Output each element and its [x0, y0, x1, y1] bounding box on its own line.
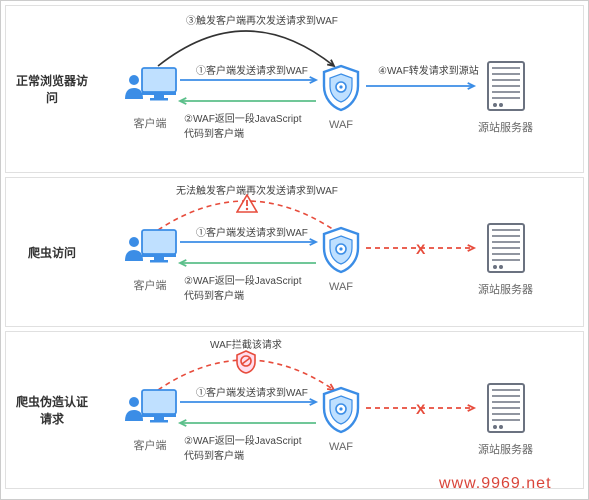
- section-normal: 正常浏览器访问 客户端 WAF 源站服务器 ③触发客户端再次发送请求到WAF ①客户…: [5, 5, 584, 173]
- node-label-client: 客户端: [122, 277, 178, 293]
- diagram-container: 正常浏览器访问 客户端 WAF 源站服务器 ③触发客户端再次发送请求到WAF ①客户…: [0, 0, 589, 500]
- waf-shield-icon: [320, 386, 362, 434]
- client-icon: [122, 66, 178, 108]
- blocked-x: X: [416, 241, 425, 257]
- blocked-x: X: [416, 401, 425, 417]
- flow-label: ③触发客户端再次发送请求到WAF: [186, 12, 338, 27]
- node-label-client: 客户端: [122, 437, 178, 453]
- node-client: 客户端: [122, 66, 178, 131]
- node-server: 源站服务器: [478, 60, 533, 135]
- node-label-waf: WAF: [320, 441, 362, 453]
- watermark-text: www.9969.net: [439, 475, 552, 493]
- section-body: 客户端 WAF 源站服务器 ③触发客户端再次发送请求到WAF ①客户端发送请求到WA…: [98, 6, 583, 172]
- section-title: 正常浏览器访问: [6, 6, 98, 172]
- flow-label: ①客户端发送请求到WAF: [196, 384, 308, 399]
- node-label-server: 源站服务器: [478, 441, 533, 457]
- warning-icon: [236, 194, 258, 214]
- flow-label: WAF拦截该请求: [210, 336, 282, 351]
- flow-label: ②WAF返回一段JavaScript 代码到客户端: [184, 432, 302, 462]
- waf-shield-icon: [320, 226, 362, 274]
- node-label-server: 源站服务器: [478, 119, 533, 135]
- section-title: 爬虫伪造认证请求: [6, 332, 98, 488]
- client-icon: [122, 388, 178, 430]
- flow-label: ②WAF返回一段JavaScript 代码到客户端: [184, 272, 302, 302]
- stop-marker: [234, 350, 258, 379]
- flow-label: ②WAF返回一段JavaScript 代码到客户端: [184, 110, 302, 140]
- client-icon: [122, 228, 178, 270]
- stop-shield-icon: [234, 350, 258, 374]
- node-label-waf: WAF: [320, 281, 362, 293]
- section-body: 客户端 WAF 源站服务器无法触发客户端再次发送请求到WAF①客户端发送请求到W…: [98, 178, 583, 326]
- node-label-client: 客户端: [122, 115, 178, 131]
- node-label-server: 源站服务器: [478, 281, 533, 297]
- node-waf: WAF: [320, 386, 362, 453]
- flow-label: ①客户端发送请求到WAF: [196, 62, 308, 77]
- section-body: 客户端 WAF 源站服务器 WAF拦截该请求 ①客户端发送请求到WAF ②WAF返回一…: [98, 332, 583, 488]
- node-waf: WAF: [320, 226, 362, 293]
- node-waf: WAF: [320, 64, 362, 131]
- section-title: 爬虫访问: [6, 178, 98, 326]
- node-client: 客户端: [122, 388, 178, 453]
- node-label-waf: WAF: [320, 119, 362, 131]
- flow-label: ④WAF转发请求到源站: [378, 62, 479, 77]
- warning-marker: [236, 194, 258, 219]
- server-icon: [486, 382, 526, 434]
- section-crawler: 爬虫访问 客户端 WAF 源站服务器无法触发客户端再次发送请求到WAF①客户端发…: [5, 177, 584, 327]
- node-server: 源站服务器: [478, 222, 533, 297]
- server-icon: [486, 60, 526, 112]
- node-server: 源站服务器: [478, 382, 533, 457]
- flow-label: ①客户端发送请求到WAF: [196, 224, 308, 239]
- server-icon: [486, 222, 526, 274]
- section-forged: 爬虫伪造认证请求 客户端 WAF 源站服务器 WAF拦截该请求 ①客户端发送请求到W…: [5, 331, 584, 489]
- node-client: 客户端: [122, 228, 178, 293]
- waf-shield-icon: [320, 64, 362, 112]
